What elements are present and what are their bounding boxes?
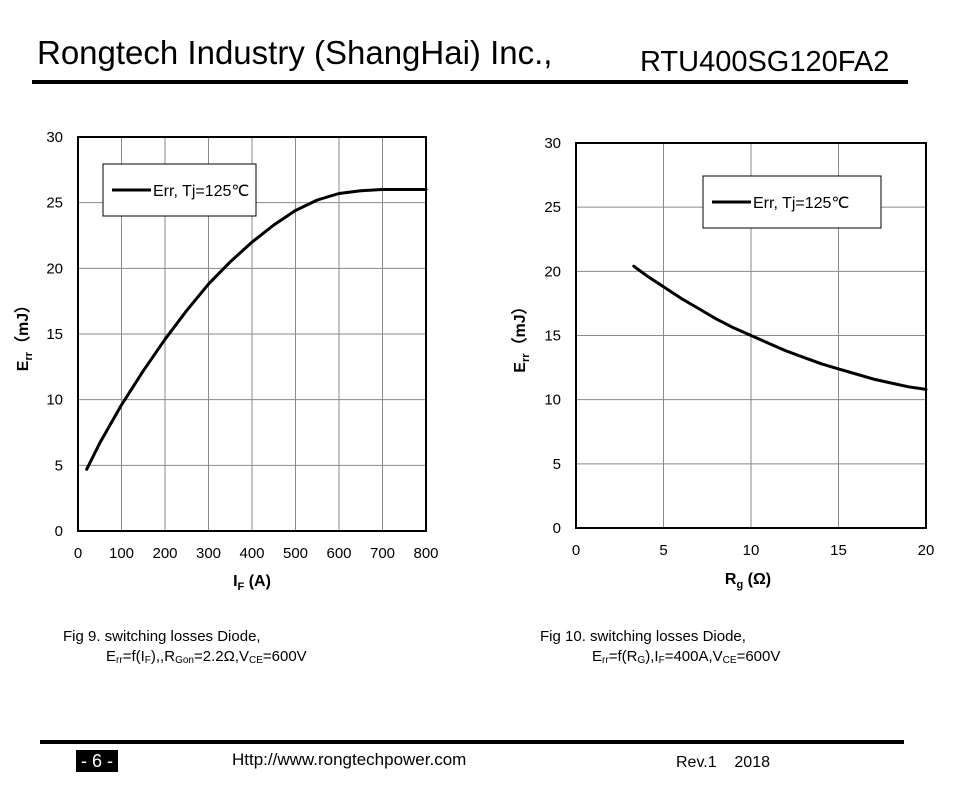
- y-tick-label: 5: [55, 457, 63, 474]
- y-tick-label: 25: [46, 195, 63, 212]
- header-rule: [32, 80, 908, 84]
- y-tick-label: 10: [46, 392, 63, 409]
- fig9-caption: Fig 9. switching losses Diode, Err=f(IF)…: [63, 628, 307, 666]
- company-name: Rongtech Industry (ShangHai) Inc.,: [37, 34, 553, 71]
- x-tick-label: 800: [413, 545, 438, 562]
- x-axis-label: Rg (Ω): [725, 571, 771, 591]
- x-tick-label: 20: [918, 542, 935, 559]
- y-tick-label: 20: [46, 260, 63, 277]
- x-tick-label: 10: [743, 542, 760, 559]
- revision: Rev.1 2018: [676, 754, 770, 771]
- x-tick-label: 300: [196, 545, 221, 562]
- part-number: RTU400SG120FA2: [640, 46, 890, 78]
- footer-rule: [40, 740, 904, 744]
- x-tick-label: 400: [239, 545, 264, 562]
- y-tick-label: 30: [46, 129, 63, 146]
- x-tick-label: 500: [283, 545, 308, 562]
- x-tick-label: 700: [370, 545, 395, 562]
- y-tick-label: 10: [544, 392, 561, 409]
- chart-9: 0 100 200 300 400 500 600 700 800 0 5 10 15 20 25 30 IF …: [14, 129, 439, 593]
- fig10-caption: Fig 10. switching losses Diode, Err=f(RG…: [540, 628, 781, 666]
- y-axis-label: Err（mJ）: [511, 298, 532, 372]
- x-tick-label: 200: [152, 545, 177, 562]
- y-tick-label: 25: [544, 199, 561, 216]
- chart-10: 0 5 10 15 20 0 5 10 15 20 25 30 Rg (Ω) Err（mJ） Err, Tj…: [511, 135, 934, 591]
- y-tick-label: 30: [544, 135, 561, 152]
- legend-label: Err, Tj=125℃: [153, 183, 249, 200]
- legend: Err, Tj=125℃: [102, 163, 257, 217]
- y-tick-label: 15: [46, 326, 63, 343]
- x-tick-label: 5: [659, 542, 667, 559]
- x-tick-label: 15: [830, 542, 847, 559]
- series-line-err: [632, 264, 928, 391]
- page-number: - 6 -: [76, 750, 118, 772]
- y-tick-label: 20: [544, 263, 561, 280]
- series-line-err: [85, 188, 428, 471]
- legend-label: Err, Tj=125℃: [753, 195, 849, 212]
- x-axis-label: IF (A): [233, 573, 271, 593]
- y-tick-label: 5: [553, 456, 561, 473]
- plot-frame: [77, 136, 427, 532]
- y-tick-label: 0: [553, 520, 561, 537]
- x-tick-label: 0: [572, 542, 580, 559]
- x-tick-label: 0: [74, 545, 82, 562]
- x-tick-label: 600: [326, 545, 351, 562]
- y-axis-label: Err（mJ）: [14, 297, 35, 371]
- y-tick-label: 0: [55, 523, 63, 540]
- legend: Err, Tj=125℃: [702, 175, 882, 229]
- website-link[interactable]: Http://www.rongtechpower.com: [232, 750, 467, 769]
- x-tick-label: 100: [109, 545, 134, 562]
- plot-frame: [575, 142, 927, 529]
- y-tick-label: 15: [544, 328, 561, 345]
